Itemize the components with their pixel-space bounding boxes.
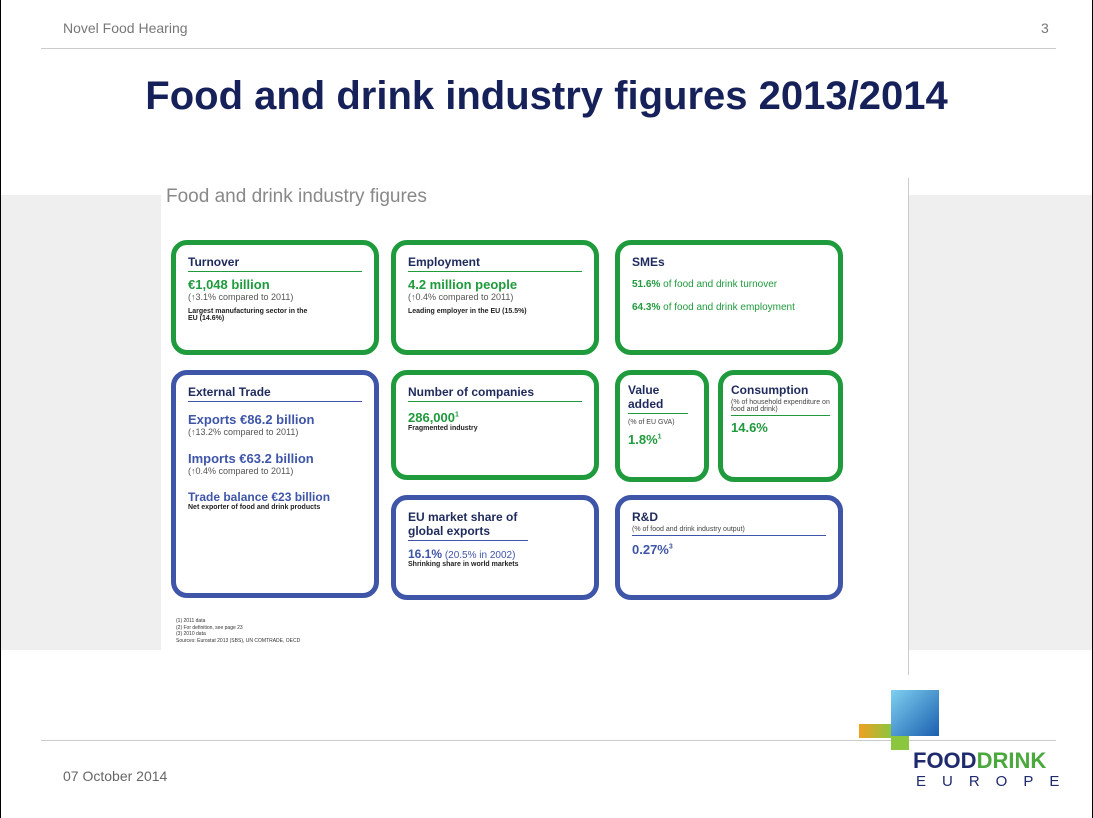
change: (↑13.2% compared to 2011) — [188, 427, 299, 437]
logo-drink: DRINK — [976, 748, 1047, 773]
imports: Imports €63.2 billion — [188, 451, 314, 466]
value-added-card: Value added (% of EU GVA) 1.8%1 — [615, 370, 709, 482]
change: (↑0.4% compared to 2011) — [408, 292, 514, 302]
detail: (20.5% in 2002) — [444, 550, 516, 561]
value: €1,048 billion — [188, 277, 270, 292]
sub: (% of EU GVA) — [628, 419, 675, 426]
note: Net exporter of food and drink products — [188, 504, 321, 511]
sub: (% of household expenditure on food and … — [731, 399, 830, 416]
sup: 1 — [657, 433, 662, 441]
employment-card: Employment 4.2 million people (↑0.4% com… — [391, 240, 599, 355]
heading: Consumption — [731, 383, 809, 397]
value-line: 16.1% (20.5% in 2002) — [408, 547, 582, 561]
turnover-card: Turnover €1,048 billion (↑3.1% compared … — [171, 240, 379, 355]
footer-date: 07 October 2014 — [63, 768, 168, 784]
exports: Exports €86.2 billion — [188, 412, 315, 427]
logo-text: FOODDRINK — [913, 748, 1046, 774]
value: 51.6% — [632, 279, 661, 290]
balance: Trade balance €23 billion — [188, 490, 331, 504]
heading: R&D — [632, 510, 658, 524]
header-rule — [41, 48, 1056, 49]
sme-line: 64.3% of food and drink employment — [632, 302, 826, 313]
note: Largest manufacturing sector in the EU (… — [188, 308, 308, 322]
sup: 3 — [668, 543, 673, 551]
text: of food and drink employment — [663, 302, 795, 313]
note: Shrinking share in world markets — [408, 561, 519, 568]
heading: Turnover — [188, 255, 362, 272]
heading: Number of companies — [408, 385, 582, 402]
value-text: 286,000 — [408, 410, 455, 425]
footnote: (2) For definition, see page 23 — [176, 624, 243, 631]
logo-square — [891, 690, 939, 736]
sme-line: 51.6% of food and drink turnover — [632, 279, 826, 290]
sup: 1 — [455, 411, 459, 419]
value-text: 1.8% — [628, 432, 658, 447]
change: (↑0.4% compared to 2011) — [188, 466, 294, 476]
footnote: (1) 2011 data — [176, 618, 206, 624]
consumption-card: Consumption (% of household expenditure … — [718, 370, 843, 482]
header-left: Novel Food Hearing — [63, 20, 188, 36]
value: 4.2 million people — [408, 277, 518, 292]
logo-europe: EUROPE — [916, 773, 1076, 790]
figure-title: Food and drink industry figures — [166, 186, 427, 207]
figure-panel — [161, 178, 909, 675]
slide-title: Food and drink industry figures 2013/201… — [145, 74, 948, 118]
logo-bar — [859, 724, 891, 738]
change: (↑3.1% compared to 2011) — [188, 292, 294, 302]
footnotes: (1) 2011 data (2) For definition, see pa… — [176, 618, 300, 644]
sub: (% of food and drink industry output) — [632, 526, 826, 536]
note: Fragmented industry — [408, 425, 478, 432]
heading: SMEs — [632, 255, 665, 269]
page-number: 3 — [1041, 20, 1049, 36]
footer-rule — [41, 740, 1056, 741]
heading: External Trade — [188, 385, 362, 402]
value: 286,0001 — [408, 410, 582, 425]
companies-card: Number of companies 286,0001 Fragmented … — [391, 370, 599, 480]
heading: Value added — [628, 383, 688, 414]
smes-card: SMEs 51.6% of food and drink turnover 64… — [615, 240, 843, 355]
value: 64.3% — [632, 302, 661, 313]
note: Leading employer in the EU (15.5%) — [408, 308, 527, 315]
rd-card: R&D (% of food and drink industry output… — [615, 495, 843, 600]
value: 14.6% — [731, 420, 768, 435]
market-share-card: EU market share of global exports 16.1% … — [391, 495, 599, 600]
text: of food and drink turnover — [663, 279, 778, 290]
footnote: Sources: Eurostat 2013 (SBS), UN COMTRAD… — [176, 637, 301, 644]
external-trade-card: External Trade Exports €86.2 billion (↑1… — [171, 370, 379, 598]
value-text: 0.27% — [632, 542, 669, 557]
heading: EU market share of global exports — [408, 510, 528, 541]
logo-food: FOOD — [913, 748, 977, 773]
value: 0.27%3 — [632, 542, 826, 557]
logo-bar — [891, 736, 909, 750]
value: 16.1% — [408, 547, 443, 561]
value: 1.8%1 — [628, 432, 696, 447]
heading: Employment — [408, 255, 582, 272]
footnote: (3) 2010 data — [176, 631, 206, 637]
